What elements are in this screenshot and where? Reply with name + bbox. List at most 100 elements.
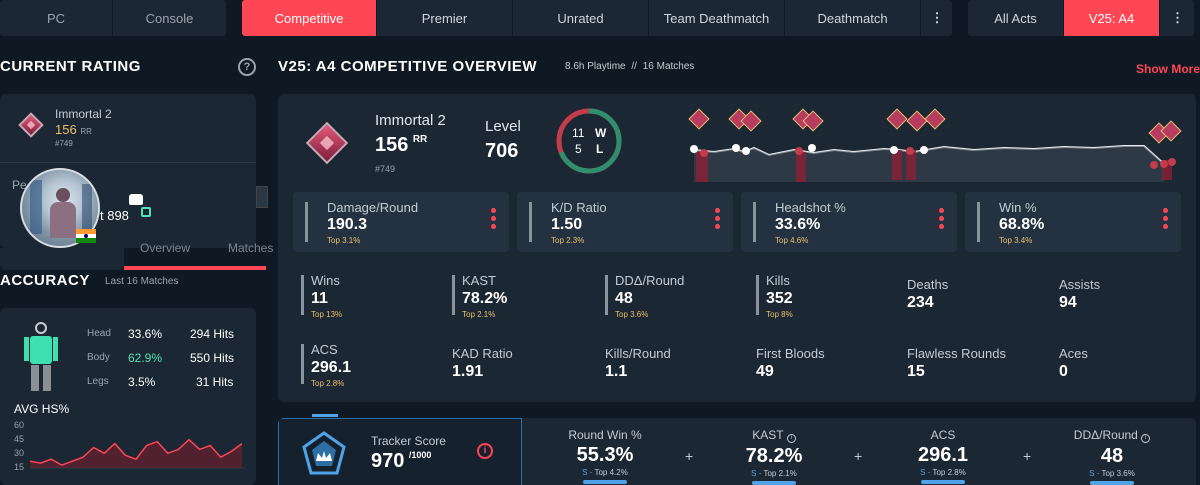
- hs-tick-45: 45: [14, 434, 24, 444]
- stat-rank: Top 8%: [766, 310, 793, 319]
- card-rank: Top 2.3%: [551, 236, 585, 245]
- platform-pc[interactable]: PC: [0, 0, 113, 36]
- card-label: Damage/Round: [327, 200, 419, 215]
- meta-separator: //: [631, 61, 637, 72]
- divider: [0, 162, 256, 163]
- tracker-info-icon[interactable]: i: [477, 443, 493, 459]
- rank-badges: [688, 108, 1182, 144]
- tracker-score-number: 970: [371, 450, 405, 472]
- tracker-score-value: 970 /1000: [371, 450, 431, 473]
- card-value: 1.50: [551, 216, 583, 233]
- info-icon: i: [786, 434, 796, 443]
- tracker-stat-value: 296.1: [917, 444, 969, 466]
- stat-value: 49: [756, 363, 774, 380]
- tab-overview[interactable]: Overview: [140, 241, 191, 255]
- rr-number: 156: [55, 122, 77, 137]
- tab-premier[interactable]: Premier: [377, 0, 513, 36]
- show-more-link[interactable]: Show More: [1136, 62, 1200, 76]
- avg-hs-title: AVG HS%: [14, 402, 70, 416]
- tab-deathmatch[interactable]: Deathmatch: [785, 0, 921, 36]
- overview-rr-number: 156: [375, 134, 409, 156]
- card-bar: [305, 202, 308, 242]
- tracker-stat-value: 48: [1100, 445, 1124, 467]
- tab-matches[interactable]: Matches: [228, 241, 274, 255]
- tracker-score-max: /1000: [408, 450, 432, 460]
- accuracy-subtitle: Last 16 Matches: [105, 276, 179, 287]
- more-options-icon[interactable]: [1163, 208, 1169, 232]
- more-acts-icon[interactable]: ⋮: [1171, 10, 1184, 25]
- overview-meta: 8.6h Playtime // 16 Matches: [565, 61, 694, 72]
- tracker-stat-rank: S · Top 3.6%: [1089, 469, 1135, 478]
- info-icon: i: [1141, 434, 1151, 443]
- leaderboard-rank: #749: [55, 139, 73, 148]
- tab-unrated[interactable]: Unrated: [513, 0, 649, 36]
- accuracy-legs-label: Legs: [87, 376, 109, 387]
- accuracy-body-label: Body: [87, 352, 110, 363]
- avg-hs-chart: 60 45 30 15: [14, 420, 245, 472]
- platform-console[interactable]: Console: [145, 10, 194, 26]
- overview-rr: 156 RR: [375, 134, 427, 157]
- stat-label: Kills/Round: [605, 346, 671, 361]
- icon-square: [256, 186, 268, 208]
- stat-flawless-rounds: Flawless Rounds 15: [907, 346, 1006, 381]
- stat-label: Assists: [1059, 277, 1101, 292]
- hs-area: [30, 439, 242, 468]
- stat-rank: Top 2.8%: [311, 379, 345, 388]
- fist-icon: [129, 194, 143, 205]
- stat-kast: KAST 78.2% Top 2.1%: [452, 273, 507, 319]
- accuracy-card: Head 33.6% 294 Hits Body 62.9% 550 Hits …: [0, 308, 256, 485]
- stat-first-bloods: First Bloods 49: [756, 346, 825, 381]
- stat-card-damage-round[interactable]: Damage/Round 190.3 Top 3.1%: [293, 192, 509, 252]
- card-rank: Top 4.6%: [775, 236, 809, 245]
- card-label: Headshot %: [775, 200, 846, 215]
- hs-tick-60: 60: [14, 420, 24, 430]
- stat-value: 48: [615, 290, 633, 307]
- stat-card-kd-ratio[interactable]: K/D Ratio 1.50 Top 2.3%: [517, 192, 733, 252]
- stat-rank: Top 13%: [311, 310, 343, 319]
- card-rank: Top 3.4%: [999, 236, 1033, 245]
- tracker-acs: ACS 296.1 S · Top 2.8%: [868, 428, 1018, 484]
- stat-value: 78.2%: [462, 290, 508, 307]
- hs-tick-30: 30: [14, 448, 24, 458]
- rr-history-chart: [688, 108, 1182, 182]
- losses-letter: L: [596, 142, 604, 156]
- tracker-stat-bar: [921, 480, 965, 484]
- act-all[interactable]: All Acts: [968, 0, 1064, 36]
- tracker-stat-label: Round Win %: [568, 428, 642, 442]
- match-count: 16 Matches: [642, 61, 695, 72]
- wins-count: 11: [572, 126, 585, 140]
- accuracy-body-pct: 62.9%: [128, 351, 163, 365]
- tracker-kast: KAST i 78.2% S · Top 2.1%: [699, 428, 849, 485]
- tracker-stat-label: ACS: [930, 428, 956, 442]
- stat-card-win-pct[interactable]: Win % 68.8% Top 3.4%: [965, 192, 1181, 252]
- rank-icon: [18, 112, 44, 138]
- stat-value: 11: [311, 290, 328, 307]
- stat-value: 234: [907, 294, 934, 311]
- card-value: 33.6%: [775, 216, 821, 233]
- more-options-icon[interactable]: [939, 208, 945, 232]
- stat-card-headshot[interactable]: Headshot % 33.6% Top 4.6%: [741, 192, 957, 252]
- tab-team-deathmatch[interactable]: Team Deathmatch: [649, 0, 785, 36]
- hs-tick-15: 15: [14, 462, 24, 472]
- overview-title: V25: A4 COMPETITIVE OVERVIEW: [278, 58, 538, 75]
- overview-rank-name: Immortal 2: [375, 112, 446, 129]
- stat-label: First Bloods: [756, 346, 825, 361]
- rating-card-footer: [0, 248, 124, 270]
- more-modes-icon[interactable]: ⋮: [930, 10, 944, 25]
- card-value: 190.3: [327, 216, 368, 233]
- win-arc: [556, 108, 622, 174]
- tracker-round-win: Round Win % 55.3% S · Top 4.2%: [530, 428, 680, 484]
- tab-underline: [124, 266, 266, 270]
- stat-value: 15: [907, 363, 925, 380]
- help-icon[interactable]: ?: [238, 58, 256, 76]
- more-options-icon[interactable]: [491, 208, 497, 232]
- wins-letter: W: [595, 126, 607, 140]
- card-bar: [977, 202, 980, 242]
- more-options-icon[interactable]: [715, 208, 721, 232]
- stat-label: Aces: [1059, 346, 1088, 361]
- tracker-stat-value: 55.3%: [576, 444, 634, 466]
- tab-competitive[interactable]: Competitive: [242, 0, 377, 36]
- platform-switch: PC Console: [0, 0, 226, 36]
- accuracy-legs-pct: 3.5%: [128, 375, 156, 389]
- act-v25-a4[interactable]: V25: A4: [1064, 0, 1160, 36]
